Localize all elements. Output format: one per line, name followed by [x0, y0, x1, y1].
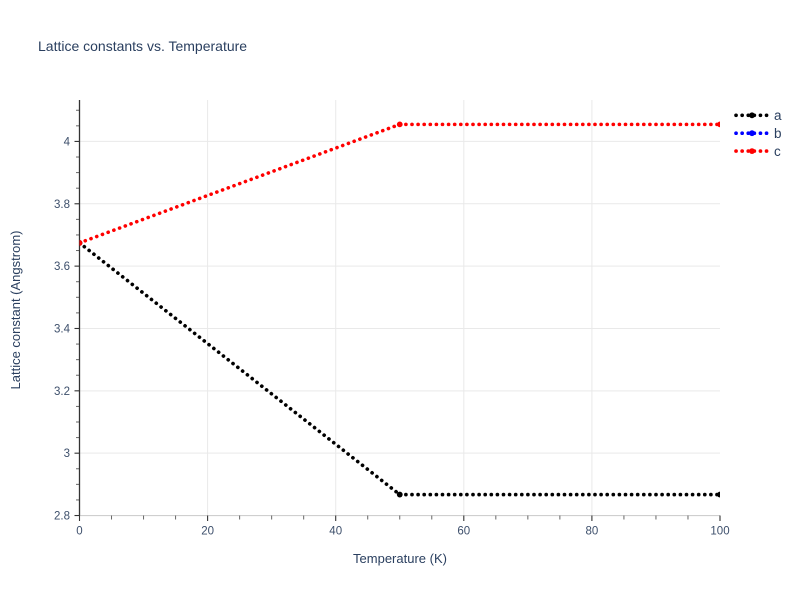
svg-text:3.6: 3.6 [54, 261, 70, 273]
svg-text:4: 4 [64, 137, 71, 149]
svg-text:b: b [774, 126, 782, 141]
svg-text:2.8: 2.8 [54, 511, 70, 523]
svg-text:3.2: 3.2 [54, 386, 70, 398]
svg-text:0: 0 [76, 526, 82, 538]
svg-text:3.4: 3.4 [54, 324, 71, 336]
svg-text:a: a [774, 108, 782, 123]
svg-text:100: 100 [710, 526, 729, 538]
svg-text:60: 60 [457, 526, 470, 538]
svg-text:80: 80 [586, 526, 599, 538]
svg-text:40: 40 [329, 526, 342, 538]
svg-text:3.8: 3.8 [54, 199, 70, 211]
svg-text:3: 3 [64, 448, 70, 460]
svg-text:Lattice constant (Angstrom): Lattice constant (Angstrom) [8, 231, 23, 390]
svg-text:c: c [774, 144, 781, 159]
svg-text:Temperature (K): Temperature (K) [353, 551, 447, 566]
svg-text:20: 20 [201, 526, 214, 538]
